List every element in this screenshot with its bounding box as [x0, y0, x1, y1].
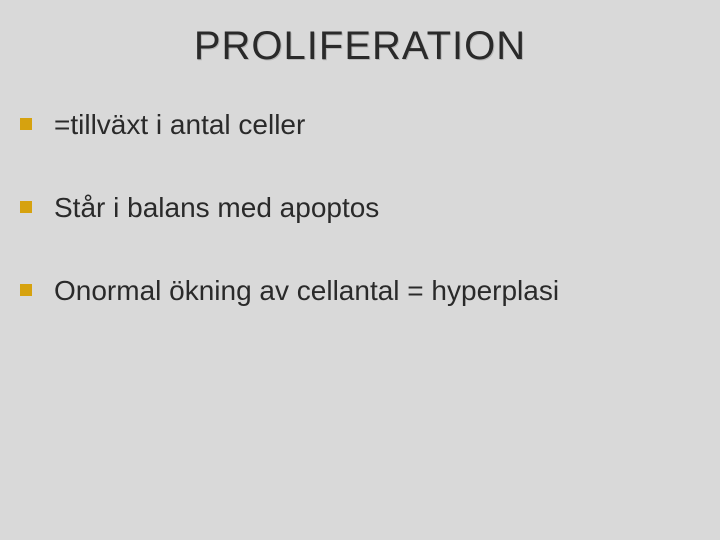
bullet-item: Onormal ökning av cellantal = hyperplasi [20, 273, 720, 308]
bullet-item: Står i balans med apoptos [20, 190, 720, 225]
bullet-list: =tillväxt i antal celler Står i balans m… [0, 107, 720, 308]
slide: PROLIFERATION =tillväxt i antal celler S… [0, 0, 720, 540]
slide-title: PROLIFERATION [0, 24, 720, 69]
bullet-item: =tillväxt i antal celler [20, 107, 720, 142]
